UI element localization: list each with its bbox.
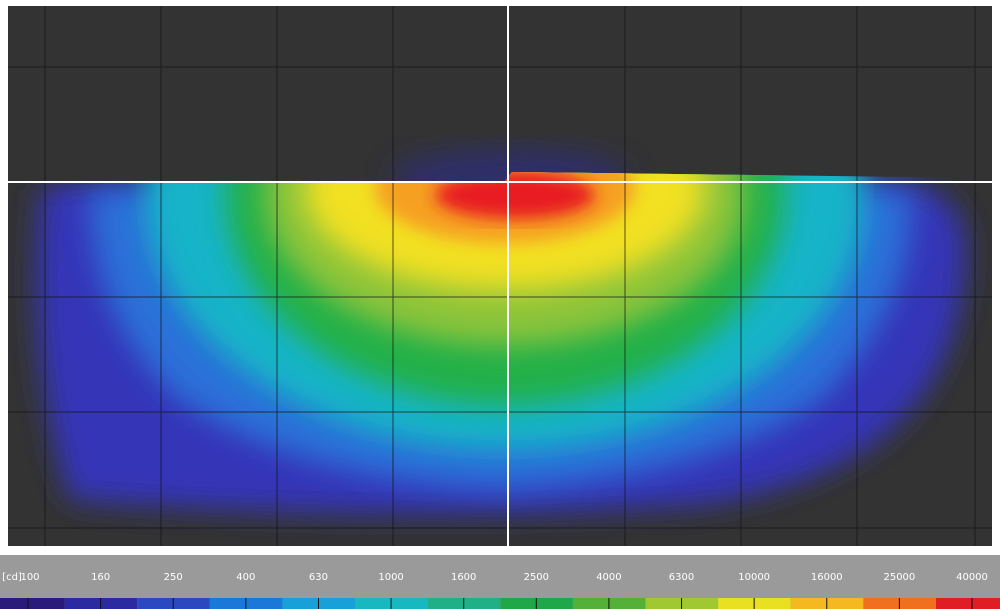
colorbar-label: 6300 (669, 572, 694, 583)
colorbar-label: 40000 (956, 572, 988, 583)
colorbar-label: 2500 (524, 572, 549, 583)
colorbar-label: 1600 (451, 572, 476, 583)
colorbar-label: 1000 (378, 572, 403, 583)
colorbar-label: 10000 (738, 572, 770, 583)
colorbar-label: 400 (236, 572, 255, 583)
colorbar-swatch (936, 598, 1000, 609)
colorbar-label: 100 (20, 572, 39, 583)
colorbar-label: 25000 (883, 572, 915, 583)
colorbar-swatch (0, 598, 65, 609)
colorbar-label: 4000 (596, 572, 621, 583)
colorbar-unit: [cd] (2, 572, 22, 583)
colorbar-label: 630 (309, 572, 328, 583)
colorbar-label: 16000 (811, 572, 843, 583)
grid (8, 6, 992, 546)
colorbar-label: 160 (91, 572, 110, 583)
colorbar-label: 250 (164, 572, 183, 583)
